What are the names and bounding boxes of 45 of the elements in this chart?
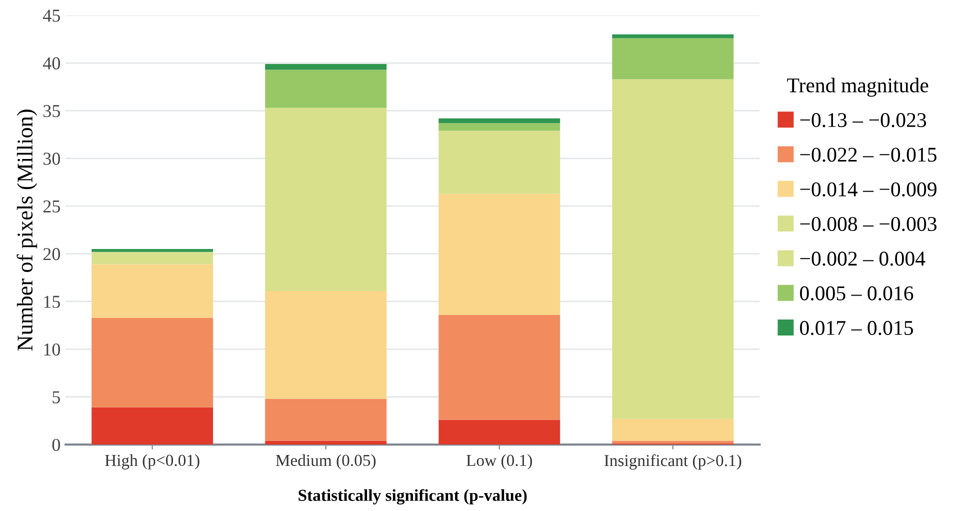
bar — [92, 318, 214, 408]
x-tick-label: Insignificant (p>0.1) — [604, 454, 742, 470]
bar — [265, 70, 387, 108]
legend-label: 0.005 – 0.016 — [800, 286, 914, 300]
y-tick-label: 10 — [44, 343, 60, 356]
x-tick-label: Medium (0.05) — [276, 454, 376, 470]
legend-label: −0.008 – −0.003 — [800, 216, 936, 232]
x-tick-label: Low (0.1) — [466, 454, 532, 470]
bar — [612, 34, 734, 38]
y-tick-label: 30 — [44, 152, 60, 165]
x-tick-label: High (p<0.01) — [105, 454, 200, 470]
legend-title: Trend magnitude — [787, 78, 928, 97]
bar — [265, 290, 387, 399]
y-tick-label: 15 — [44, 296, 60, 308]
bar — [265, 108, 387, 291]
legend-label: 0.017 – 0.015 — [800, 320, 913, 336]
bar — [92, 249, 214, 252]
bar — [265, 440, 387, 445]
bar — [265, 398, 387, 441]
bar — [612, 38, 734, 80]
y-tick-label: 20 — [43, 248, 60, 260]
x-axis-title: Statistically significant (p-value) — [298, 489, 527, 504]
y-axis-title: Number of pixels (Million) — [16, 110, 38, 351]
legend-label: −0.022 – −0.015 — [800, 148, 936, 162]
bar — [438, 314, 560, 420]
bar — [92, 252, 214, 264]
bar — [612, 79, 734, 419]
y-tick-label: 5 — [52, 391, 60, 404]
bar — [612, 418, 734, 441]
y-tick-label: 0 — [52, 438, 60, 452]
y-tick-label: 45 — [42, 10, 60, 22]
y-tick-label: 35 — [44, 105, 60, 118]
bar — [265, 64, 387, 70]
y-tick-label: 40 — [42, 57, 60, 70]
bar — [438, 194, 560, 315]
bar — [438, 118, 560, 124]
bar — [438, 420, 560, 445]
legend-label: −0.13 – −0.023 — [800, 113, 926, 128]
bar — [92, 264, 214, 318]
legend-label: −0.002 – 0.004 — [800, 252, 926, 266]
y-tick-label: 25 — [43, 200, 60, 213]
bar — [438, 123, 560, 131]
bar — [438, 130, 560, 194]
legend-label: −0.014 – −0.009 — [800, 182, 936, 196]
bar — [92, 407, 214, 445]
